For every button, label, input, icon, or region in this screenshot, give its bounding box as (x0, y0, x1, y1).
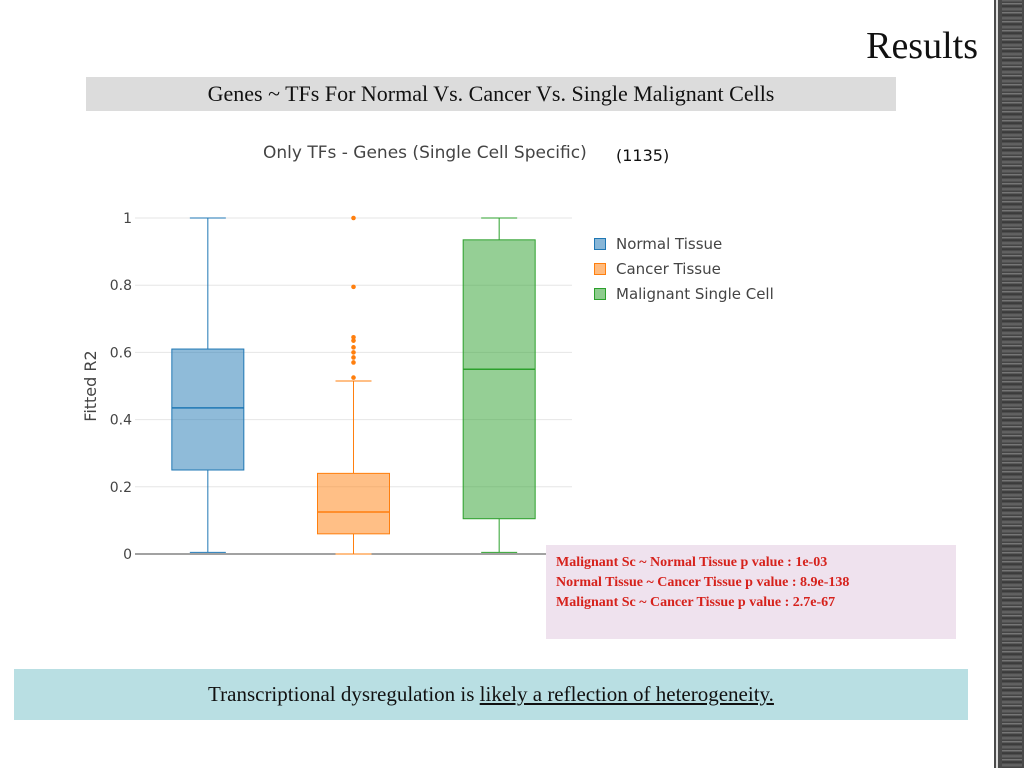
chart-legend: Normal Tissue Cancer Tissue Malignant Sing… (594, 231, 774, 306)
conclusion-banner: Transcriptional dysregulation is likely … (14, 669, 968, 720)
y-axis-label: Fitted R2 (81, 350, 100, 421)
legend-swatch (594, 237, 606, 250)
outlier-point (351, 345, 356, 350)
legend-item: Cancer Tissue (594, 256, 774, 281)
conclusion-prefix: Transcriptional dysregulation is (208, 682, 475, 706)
y-tick-label: 0 (123, 547, 132, 563)
y-tick-label: 0.8 (110, 278, 132, 294)
outlier-point (351, 360, 356, 365)
legend-swatch (594, 287, 606, 300)
legend-swatch (594, 262, 606, 275)
legend-item: Normal Tissue (594, 231, 774, 256)
outlier-point (351, 350, 356, 355)
border-line (996, 0, 998, 768)
box-iqr (171, 348, 245, 471)
box-iqr (462, 239, 536, 520)
border-texture (1002, 0, 1022, 768)
outlier-point (351, 215, 356, 221)
outlier-point (351, 355, 356, 360)
y-tick-label: 1 (123, 211, 132, 227)
legend-item: Malignant Single Cell (594, 281, 774, 306)
pvalue-line: Malignant Sc ~ Normal Tissue p value : 1… (556, 555, 828, 570)
pvalue-box: Malignant Sc ~ Normal Tissue p value : 1… (546, 545, 956, 639)
chart-title: Only TFs - Genes (Single Cell Specific) (263, 143, 587, 163)
legend-label: Malignant Single Cell (616, 284, 774, 303)
slide-title: Results (866, 25, 978, 67)
legend-label: Cancer Tissue (616, 259, 721, 278)
pvalue-line: Normal Tissue ~ Cancer Tissue p value : … (556, 575, 850, 590)
subtitle-text: Genes ~ TFs For Normal Vs. Cancer Vs. Si… (207, 81, 775, 106)
pvalue-line: Malignant Sc ~ Cancer Tissue p value : 2… (556, 595, 836, 610)
y-tick-label: 0.2 (110, 480, 132, 496)
box-iqr (317, 472, 390, 535)
outlier-point (351, 375, 356, 380)
legend-label: Normal Tissue (616, 234, 723, 253)
outlier-point (351, 284, 356, 290)
y-tick-label: 0.6 (110, 345, 132, 361)
outlier-point (351, 338, 356, 343)
outlier-point (351, 334, 356, 340)
y-tick-label: 0.4 (110, 413, 132, 429)
conclusion-underlined: likely a reflection of heterogeneity. (479, 682, 774, 706)
slide-decorative-border (994, 0, 1024, 768)
chart-count-label: (1135) (616, 146, 670, 165)
subtitle-banner: Genes ~ TFs For Normal Vs. Cancer Vs. Si… (86, 77, 896, 111)
